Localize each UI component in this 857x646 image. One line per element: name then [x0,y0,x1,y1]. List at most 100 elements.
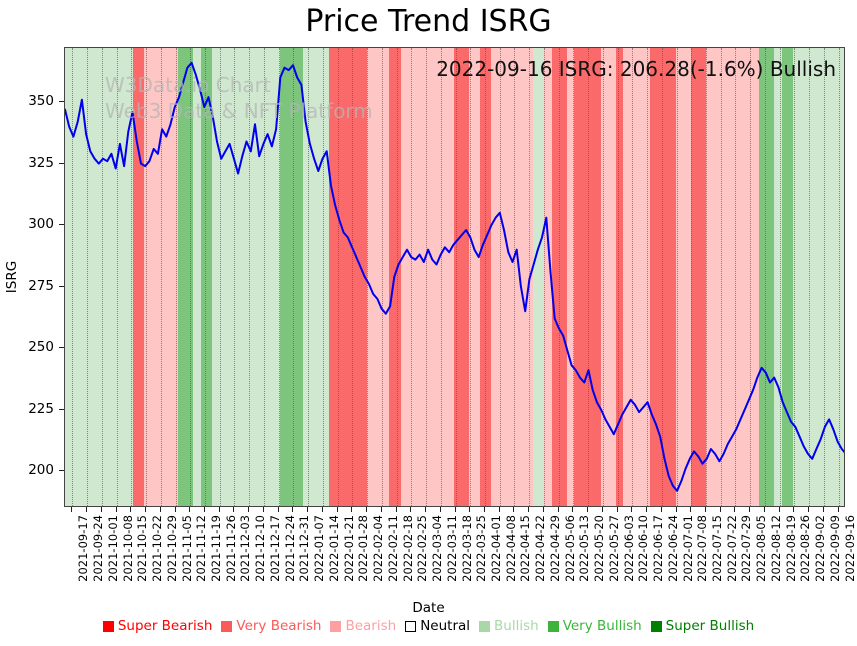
gridline [779,48,781,506]
x-axis-tick-mark [380,507,382,512]
x-axis-tick-label: 2022-05-20 [592,515,607,582]
vertical-gridlines [65,48,844,506]
y-axis-tick-label: 350 [28,93,54,110]
x-axis-tick-label: 2022-03-18 [459,515,474,582]
legend-entry[interactable]: Super Bullish [650,618,754,634]
gridline [647,48,649,506]
gridline [617,48,619,506]
y-axis-tick-label: 325 [28,154,54,171]
gridline [219,48,221,506]
gridline [440,48,442,506]
legend-entry[interactable]: Very Bullish [547,618,642,634]
gridline [706,48,707,506]
sentiment-band [676,48,692,506]
sentiment-band [389,48,402,506]
y-axis-tick-mark [59,285,64,287]
legend-label: Neutral [420,618,471,634]
gridline [484,48,486,506]
sentiment-band [774,48,783,506]
x-axis-tick-label: 2022-04-15 [518,515,533,582]
x-axis-tick-label: 2021-09-24 [91,515,106,582]
x-axis-tick-label: 2022-07-08 [695,515,710,582]
x-axis-tick-label: 2021-12-31 [297,515,312,582]
x-axis-tick-label: 2022-01-28 [356,515,371,582]
x-axis-tick-label: 2022-05-13 [577,515,592,582]
x-axis-tick-mark [498,507,500,512]
x-axis-tick-mark [218,507,220,512]
gridline [823,48,825,506]
latest-quote-annotation: 2022-09-16 ISRG: 206.28(-1.6%) Bullish [436,57,836,81]
gridline [116,48,118,506]
x-axis-tick-mark [483,507,485,512]
sentiment-band [178,48,194,506]
legend-entry[interactable]: Bullish [479,618,539,634]
x-axis-tick-label: 2022-09-16 [842,515,857,582]
x-axis-tick-mark [601,507,603,512]
x-axis-tick-label: 2021-12-10 [253,515,268,582]
x-axis-tick-mark [808,507,810,512]
x-axis-tick-mark [778,507,780,512]
legend-entry[interactable]: Neutral [405,618,470,634]
gridline [308,48,310,506]
x-axis-tick-mark [292,507,294,512]
legend-label: Very Bearish [236,618,322,634]
legend-label: Super Bearish [117,618,213,634]
x-axis-tick-mark [822,507,824,512]
x-axis-tick-label: 2022-02-04 [371,515,386,582]
x-axis-tick-mark [86,507,88,512]
gridline [175,48,177,506]
x-axis-tick-label: 2022-08-12 [768,515,783,582]
x-axis-tick-label: 2021-10-22 [150,515,165,582]
sentiment-band [400,48,455,506]
legend-swatch-icon [650,620,662,632]
x-axis-tick-mark [130,507,132,512]
gridline [838,48,840,506]
legend-entry[interactable]: Super Bearish [102,618,213,634]
gridline [146,48,148,506]
x-axis-tick-label: 2022-05-06 [562,515,577,582]
sentiment-band [480,48,492,506]
sentiment-band [793,48,844,506]
y-axis-tick-label: 250 [28,339,54,356]
x-axis-tick-label: 2022-03-11 [444,515,459,582]
x-axis-tick-label: 2022-02-11 [385,515,400,582]
x-axis-tick-mark [425,507,427,512]
x-axis-tick-label: 2021-11-05 [179,515,194,582]
gridline [131,48,133,506]
gridline [514,48,516,506]
gridline [263,48,265,506]
x-axis-tick-mark [410,507,412,512]
x-axis-tick-mark [248,507,250,512]
gridline [396,48,398,506]
x-axis-tick-mark [557,507,559,512]
sentiment-band [302,48,330,506]
x-axis-tick-mark [439,507,441,512]
y-axis-tick-mark [59,347,64,349]
x-axis-tick-label: 2021-10-15 [135,515,150,582]
x-axis-tick-label: 2022-07-01 [680,515,695,582]
sentiment-band [366,48,391,506]
x-axis-tick-label: 2022-01-14 [326,515,341,582]
x-axis-tick-label: 2021-11-19 [208,515,223,582]
legend-entry[interactable]: Bearish [330,618,396,634]
price-line-series [65,61,844,492]
sentiment-band [453,48,470,506]
price-line-path [65,61,844,492]
legend-entry[interactable]: Very Bearish [221,618,321,634]
x-axis-tick-mark [366,507,368,512]
sentiment-band [615,48,624,506]
x-axis-tick-mark [749,507,751,512]
gridline [455,48,457,506]
x-axis-tick-mark [469,507,471,512]
y-axis-tick-mark [59,101,64,103]
sentiment-band [532,48,545,506]
sentiment-band [132,48,145,506]
y-axis-tick-label: 300 [28,216,54,233]
y-axis-tick-mark [59,162,64,164]
y-axis-tick-mark [59,224,64,226]
x-axis-tick-label: 2022-03-04 [430,515,445,582]
x-axis-tick-mark [616,507,618,512]
x-axis-tick-mark [660,507,662,512]
x-axis-tick-mark [719,507,721,512]
gridline [720,48,722,506]
